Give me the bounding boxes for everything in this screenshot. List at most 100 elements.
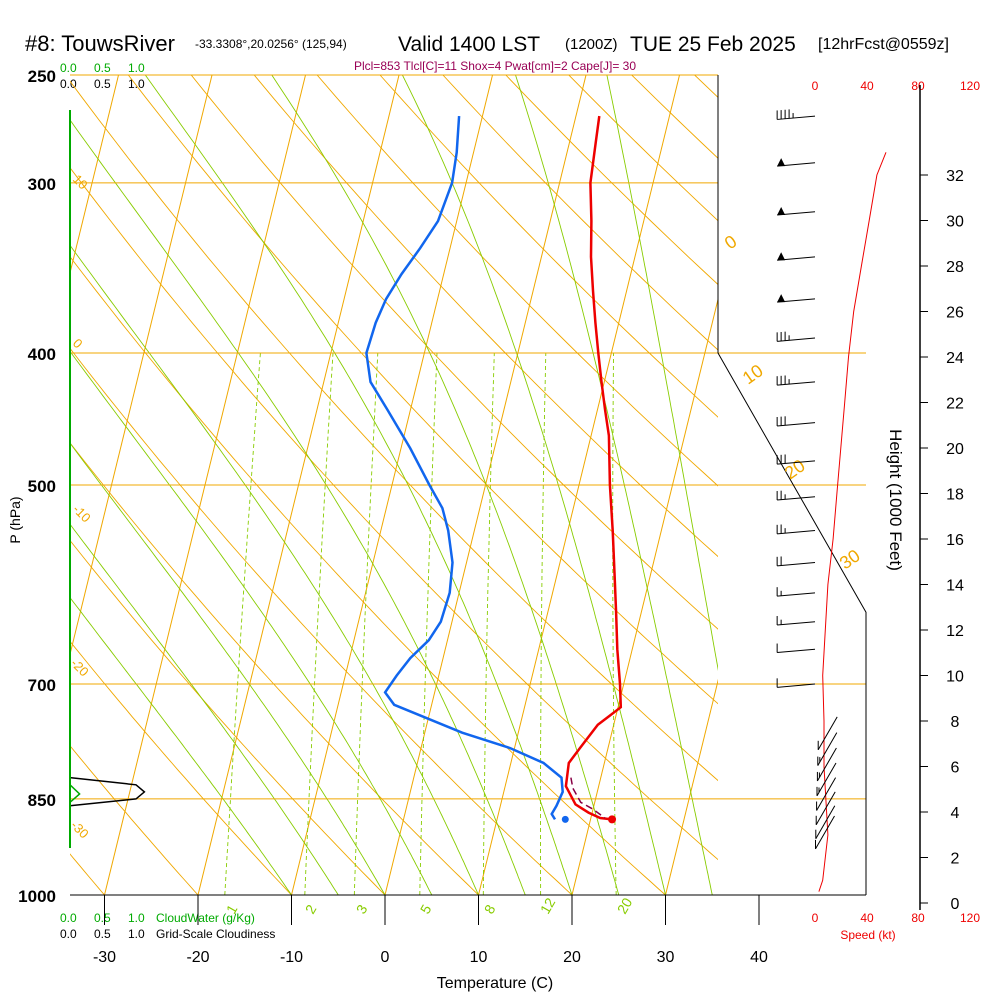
speed-tick-bottom-0: 0: [812, 911, 819, 925]
moist-adiabat-line: [515, 75, 713, 895]
x-tick-label: 0: [381, 949, 390, 966]
dry-adiabat-line: [70, 640, 292, 895]
moist-adiabat-line: [70, 119, 526, 895]
cloudiness-label: Grid-Scale Cloudiness: [156, 927, 275, 941]
wind-barb-shaft: [777, 337, 816, 342]
dry-adiabat-line: [70, 745, 199, 895]
axes: -30 -20 -10 0 10 20 30 402503004005007008501000…: [18, 67, 964, 966]
moist-adiabat-label: 30: [836, 545, 864, 573]
mixing-ratio-label: 2: [302, 902, 320, 917]
x-axis-label: Temperature (C): [437, 975, 553, 992]
height-tick-label: 24: [946, 350, 964, 367]
stability-indices: Plcl=853 Tlcl[C]=11 Shox=4 Pwat[cm]=2 Ca…: [354, 59, 636, 73]
moist-adiabat-line: [70, 442, 386, 895]
wind-barb-shaft: [816, 747, 837, 782]
x-tick-label: 10: [470, 949, 488, 966]
wind-barb: [777, 158, 816, 167]
zulu-time: (1200Z): [565, 36, 618, 53]
dry-adiabat-label: -30: [68, 818, 92, 842]
speed-axis-label: Speed (kt): [840, 928, 895, 942]
mixing-ratio-label: 12: [537, 895, 559, 917]
dry-adiabat-label: -20: [68, 656, 92, 680]
height-tick-label: 14: [946, 578, 964, 595]
dry-adiabat-label: 0: [70, 336, 86, 352]
x-tick-label: -10: [280, 949, 303, 966]
height-tick-label: 20: [946, 441, 964, 458]
cloudiness-tick-bottom-2: 1.0: [128, 927, 145, 941]
speed-tick-bottom-1: 40: [860, 911, 874, 925]
valid-time: Valid 1400 LST: [398, 33, 540, 56]
wind-barb-shaft: [777, 562, 816, 567]
cloudiness-tick-top-0: 0.0: [60, 77, 77, 91]
wind-barb-shaft: [777, 460, 816, 465]
pressure-tick-label: 400: [28, 345, 56, 364]
isotherm-line: [0, 75, 25, 895]
wind-speed-profile: [818, 152, 887, 892]
wind-barb-pennant: [777, 252, 786, 261]
wind-barb: [777, 294, 816, 303]
mixing-ratio-line: [304, 352, 334, 895]
wind-barb-shaft: [777, 621, 816, 626]
wind-barb-shaft: [777, 683, 816, 688]
dry-adiabat-line: [253, 75, 718, 558]
wind-barb: [776, 109, 816, 120]
height-tick-label: 26: [946, 305, 964, 322]
parcel-line: [570, 777, 606, 819]
dry-adiabat-line: [70, 442, 479, 895]
dry-adiabat-line: [70, 539, 386, 895]
height-tick-label: 4: [951, 805, 960, 822]
isotherm-line: [665, 678, 718, 895]
x-tick-label: 30: [657, 949, 675, 966]
speed-tick-top-3: 120: [960, 79, 980, 93]
speed-tick-top-0: 0: [812, 79, 819, 93]
moist-adiabat-line: [70, 596, 292, 895]
dry-adiabat-line: [70, 166, 718, 861]
forecast-info: [12hrFcst@0559z]: [818, 36, 949, 53]
wind-barb: [816, 762, 837, 797]
wind-barb-shaft: [815, 805, 836, 839]
wind-barb-shaft: [777, 592, 816, 597]
temperature-line: [564, 115, 623, 821]
height-tick-label: 30: [946, 214, 964, 231]
wind-barb: [776, 678, 816, 688]
wind-barb-shaft: [777, 496, 816, 501]
dry-adiabat-line: [379, 75, 718, 418]
moist-adiabat-label: 0: [721, 231, 741, 253]
wind-barb: [776, 616, 816, 626]
wind-barb: [776, 524, 816, 535]
dry-adiabat-line: [190, 75, 718, 630]
height-tick-label: 8: [951, 714, 960, 731]
wind-barb-shaft: [817, 716, 838, 751]
wind-barb-shaft: [777, 648, 816, 654]
height-tick-label: 32: [946, 168, 964, 185]
dry-adiabat-label: -10: [70, 502, 94, 526]
surface-temperature-marker: [608, 815, 617, 824]
height-tick-label: 0: [951, 896, 960, 913]
cloudiness-tick-top-1: 0.5: [94, 77, 111, 91]
cloudwater-tick-top-2: 1.0: [128, 61, 145, 75]
height-tick-label: 2: [951, 851, 960, 868]
mixing-ratio-line: [419, 352, 438, 895]
wind-barb-shaft: [777, 530, 816, 535]
dry-adiabat-line: [442, 75, 718, 351]
cloudwater-tick-bottom-2: 1.0: [128, 911, 145, 925]
wind-barb: [815, 815, 835, 850]
wind-barb-shaft: [815, 815, 835, 850]
dry-adiabat-line: [70, 256, 666, 895]
speed-tick-top-1: 40: [860, 79, 874, 93]
mixing-ratio-line: [482, 352, 495, 895]
dry-adiabat-line: [316, 75, 718, 487]
mixing-ratio-line: [224, 352, 261, 895]
height-tick-label: 28: [946, 259, 964, 276]
wind-barb-shaft: [815, 791, 836, 826]
dry-adiabat-line: [70, 347, 573, 895]
wind-barb-shaft: [777, 381, 816, 386]
wind-barb: [776, 331, 816, 342]
cloudwater-profile: [69, 784, 81, 803]
mixing-ratio-label: 3: [353, 902, 371, 917]
cloudwater-label: CloudWater (g/Kg): [156, 911, 255, 925]
pressure-tick-label: 250: [28, 67, 56, 86]
wind-barb-pennant: [777, 158, 786, 167]
pressure-tick-label: 700: [28, 676, 56, 695]
